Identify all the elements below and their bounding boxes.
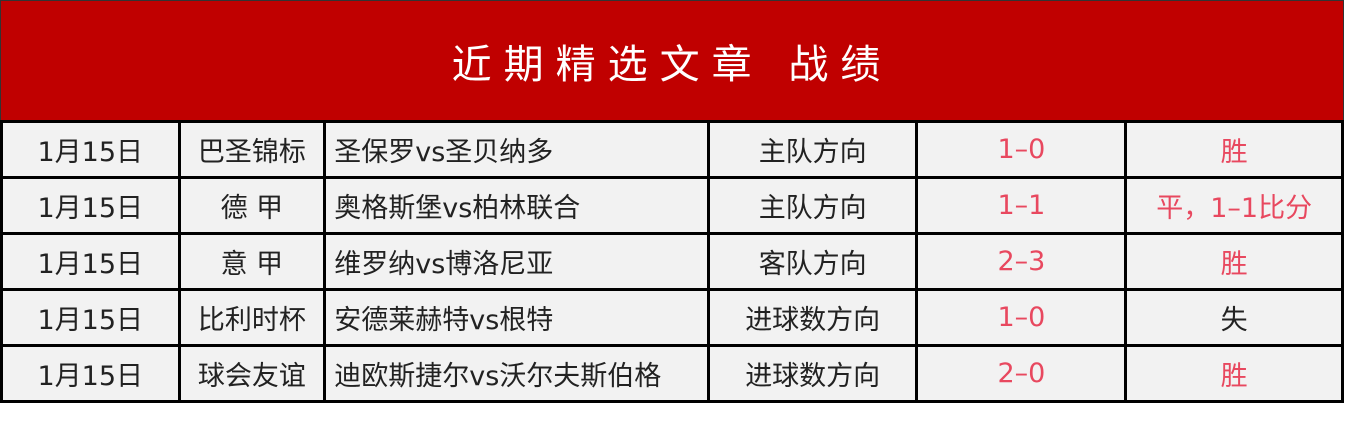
result-cell: 平，1–1比分 <box>1124 176 1344 235</box>
league-cell: 德 甲 <box>177 176 327 235</box>
match-cell: 圣保罗vs圣贝纳多 <box>323 120 710 179</box>
direction-cell: 进球数方向 <box>706 288 919 347</box>
score-cell: 1–0 <box>915 120 1128 179</box>
match-cell: 奥格斯堡vs柏林联合 <box>323 176 710 235</box>
table-row: 1月15日 球会友谊 迪欧斯捷尔vs沃尔夫斯伯格 进球数方向 2–0 胜 <box>0 344 1344 403</box>
league-cell: 意 甲 <box>177 232 327 291</box>
page-title: 近期精选文章 战绩 <box>451 41 893 88</box>
results-table: 1月15日 巴圣锦标 圣保罗vs圣贝纳多 主队方向 1–0 胜 1月15日德 甲奥格斯堡vs… <box>0 120 1344 403</box>
date-cell: 1月15日 <box>0 176 181 235</box>
match-cell: 维罗纳vs博洛尼亚 <box>323 232 710 291</box>
league-cell: 球会友谊 <box>177 344 327 403</box>
score-cell: 2–0 <box>915 344 1128 403</box>
header-banner: 近期精选文章 战绩 <box>0 0 1344 120</box>
league-cell: 巴圣锦标 <box>177 120 327 179</box>
direction-cell: 主队方向 <box>706 176 919 235</box>
score-cell: 2–3 <box>915 232 1128 291</box>
match-cell: 迪欧斯捷尔vs沃尔夫斯伯格 <box>323 344 710 403</box>
match-cell: 安德莱赫特vs根特 <box>323 288 710 347</box>
table-row: 1月15日德 甲奥格斯堡vs柏林联合 主队方向 1–1 平，1–1比分 <box>0 176 1344 235</box>
league-cell: 比利时杯 <box>177 288 327 347</box>
table-row: 1月15日 巴圣锦标 圣保罗vs圣贝纳多 主队方向 1–0 胜 <box>0 120 1344 179</box>
score-cell: 1–1 <box>915 176 1128 235</box>
date-cell: 1月15日 <box>0 344 181 403</box>
date-cell: 1月15日 <box>0 288 181 347</box>
direction-cell: 进球数方向 <box>706 344 919 403</box>
table-row: 1月15日意 甲维罗纳vs博洛尼亚 客队方向 2–3 胜 <box>0 232 1344 291</box>
date-cell: 1月15日 <box>0 232 181 291</box>
result-cell: 胜 <box>1124 232 1344 291</box>
score-cell: 1–0 <box>915 288 1128 347</box>
date-cell: 1月15日 <box>0 120 181 179</box>
result-cell: 胜 <box>1124 120 1344 179</box>
table-row: 1月15日 比利时杯 安德莱赫特vs根特 进球数方向 1–0 失 <box>0 288 1344 347</box>
direction-cell: 主队方向 <box>706 120 919 179</box>
result-cell: 胜 <box>1124 344 1344 403</box>
direction-cell: 客队方向 <box>706 232 919 291</box>
result-cell: 失 <box>1124 288 1344 347</box>
